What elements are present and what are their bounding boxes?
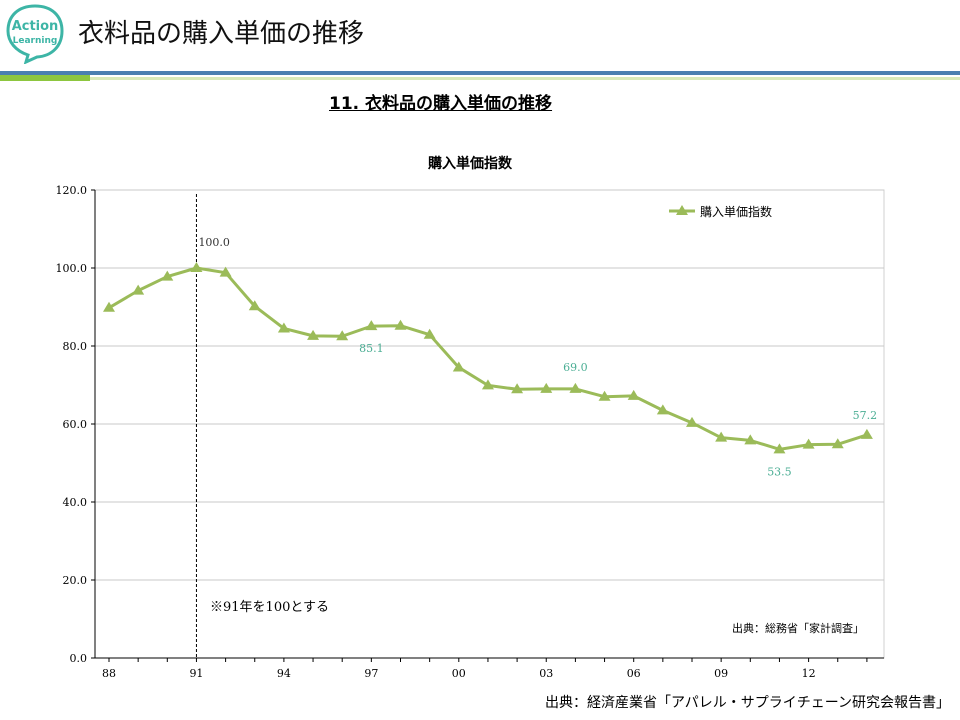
base-year-note: ※91年を100とする xyxy=(210,600,329,615)
data-label: 100.0 xyxy=(198,236,230,249)
data-point xyxy=(773,443,786,454)
y-tick-label: 120.0 xyxy=(56,184,88,197)
data-point xyxy=(307,329,320,340)
data-point xyxy=(656,404,669,415)
action-learning-logo: Action Learning xyxy=(6,4,64,64)
footer-source: 出典：経済産業省「アパレル・サプライチェーン研究会報告書」 xyxy=(544,695,950,711)
data-point xyxy=(103,301,115,312)
x-tick-label: 94 xyxy=(277,667,291,680)
header-divider xyxy=(0,71,960,81)
x-tick-label: 00 xyxy=(452,667,466,680)
x-tick-label: 12 xyxy=(802,667,816,680)
y-tick-label: 20.0 xyxy=(63,574,88,587)
x-tick-label: 88 xyxy=(102,667,116,680)
data-point xyxy=(831,438,844,449)
data-point xyxy=(481,379,494,390)
legend-marker xyxy=(676,205,688,215)
data-label: 57.2 xyxy=(853,409,878,422)
data-point xyxy=(744,434,757,445)
y-tick-label: 40.0 xyxy=(63,496,88,509)
chart-source-note: 出典：総務省「家計調査」 xyxy=(732,621,864,635)
x-tick-label: 97 xyxy=(364,667,378,680)
data-point xyxy=(540,382,553,393)
data-point xyxy=(452,361,465,372)
data-point xyxy=(394,319,407,330)
slide-title: 11. 衣料品の購入単価の推移 xyxy=(329,94,553,114)
data-point xyxy=(511,383,524,394)
data-point xyxy=(802,438,815,449)
header-title: 衣料品の購入単価の推移 xyxy=(78,19,365,49)
data-point xyxy=(569,382,582,393)
y-tick-label: 80.0 xyxy=(63,340,88,353)
data-point xyxy=(423,328,436,339)
data-label: 85.1 xyxy=(359,342,384,355)
data-point xyxy=(132,284,145,295)
series-line xyxy=(108,266,868,451)
logo-text-line1: Action xyxy=(12,19,59,34)
logo-text-line2: Learning xyxy=(13,36,58,46)
chart-legend: 購入単価指数 xyxy=(669,204,772,219)
data-point xyxy=(365,320,378,331)
data-point xyxy=(715,431,728,442)
data-point xyxy=(248,300,261,311)
data-label: 69.0 xyxy=(563,361,588,374)
data-point xyxy=(686,416,698,427)
legend-label: 購入単価指数 xyxy=(700,204,772,219)
data-point xyxy=(190,262,203,272)
data-point xyxy=(219,266,232,277)
x-tick-label: 91 xyxy=(189,667,203,680)
data-point xyxy=(161,270,174,281)
y-tick-label: 60.0 xyxy=(63,418,88,431)
chart-title: 購入単価指数 xyxy=(427,155,513,172)
data-point xyxy=(277,322,290,333)
x-tick-label: 03 xyxy=(539,667,553,680)
data-point xyxy=(598,390,611,401)
data-point xyxy=(336,330,349,341)
y-tick-label: 100.0 xyxy=(56,262,88,275)
data-point xyxy=(627,389,640,400)
data-point xyxy=(860,428,873,439)
x-tick-label: 06 xyxy=(627,667,641,680)
y-tick-label: 0.0 xyxy=(70,652,88,665)
data-label: 53.5 xyxy=(767,465,792,478)
x-tick-label: 09 xyxy=(714,667,728,680)
